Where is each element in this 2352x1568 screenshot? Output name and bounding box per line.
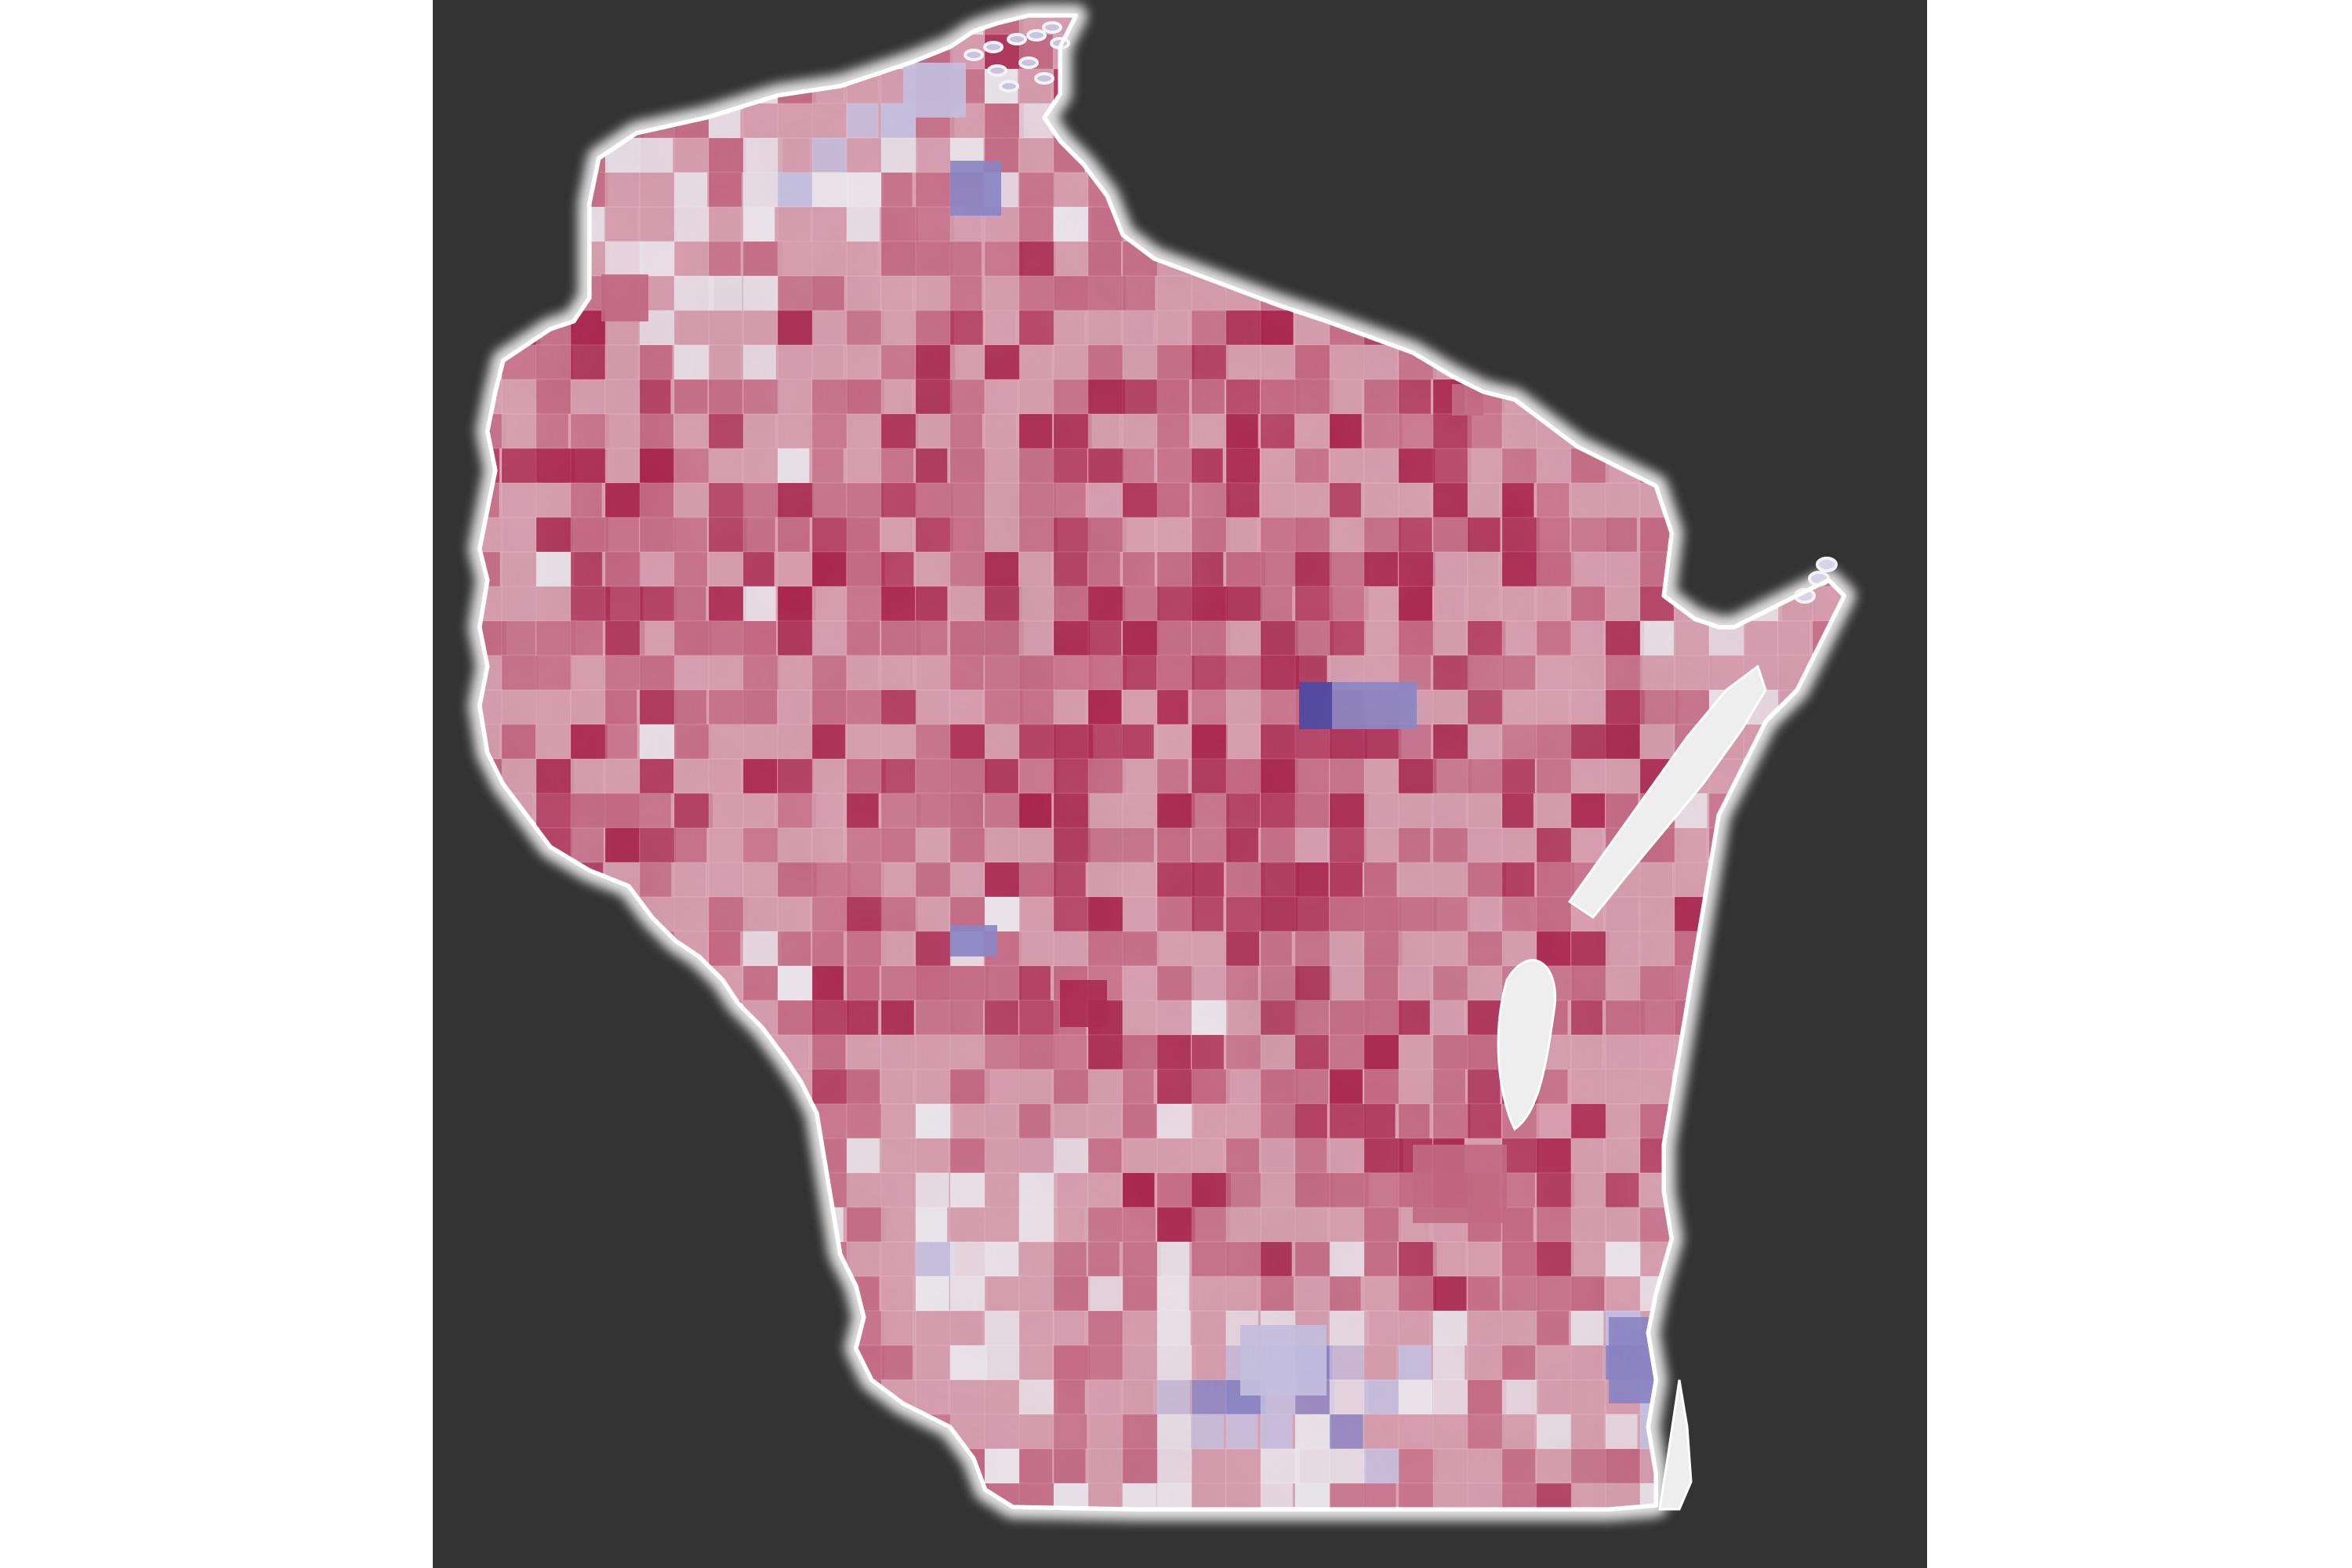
apostle-island — [1042, 21, 1062, 34]
lake-winnebago — [1497, 959, 1556, 1131]
green-bay-water — [1567, 664, 1767, 920]
apostle-island — [983, 41, 1004, 53]
apostle-island — [964, 49, 984, 61]
door-island — [1816, 557, 1838, 572]
apostle-island — [1026, 29, 1047, 42]
apostle-island — [987, 64, 1007, 77]
water-bodies — [964, 21, 1838, 1511]
apostle-island — [999, 80, 1019, 93]
map-panel — [433, 0, 1927, 1568]
apostle-island — [1018, 56, 1039, 69]
wisconsin-choropleth-map — [433, 0, 1927, 1568]
state-outline — [477, 13, 1846, 1512]
apostle-island — [1007, 33, 1027, 45]
lake-michigan-shore — [1658, 1379, 1693, 1511]
apostle-island — [1034, 72, 1054, 85]
